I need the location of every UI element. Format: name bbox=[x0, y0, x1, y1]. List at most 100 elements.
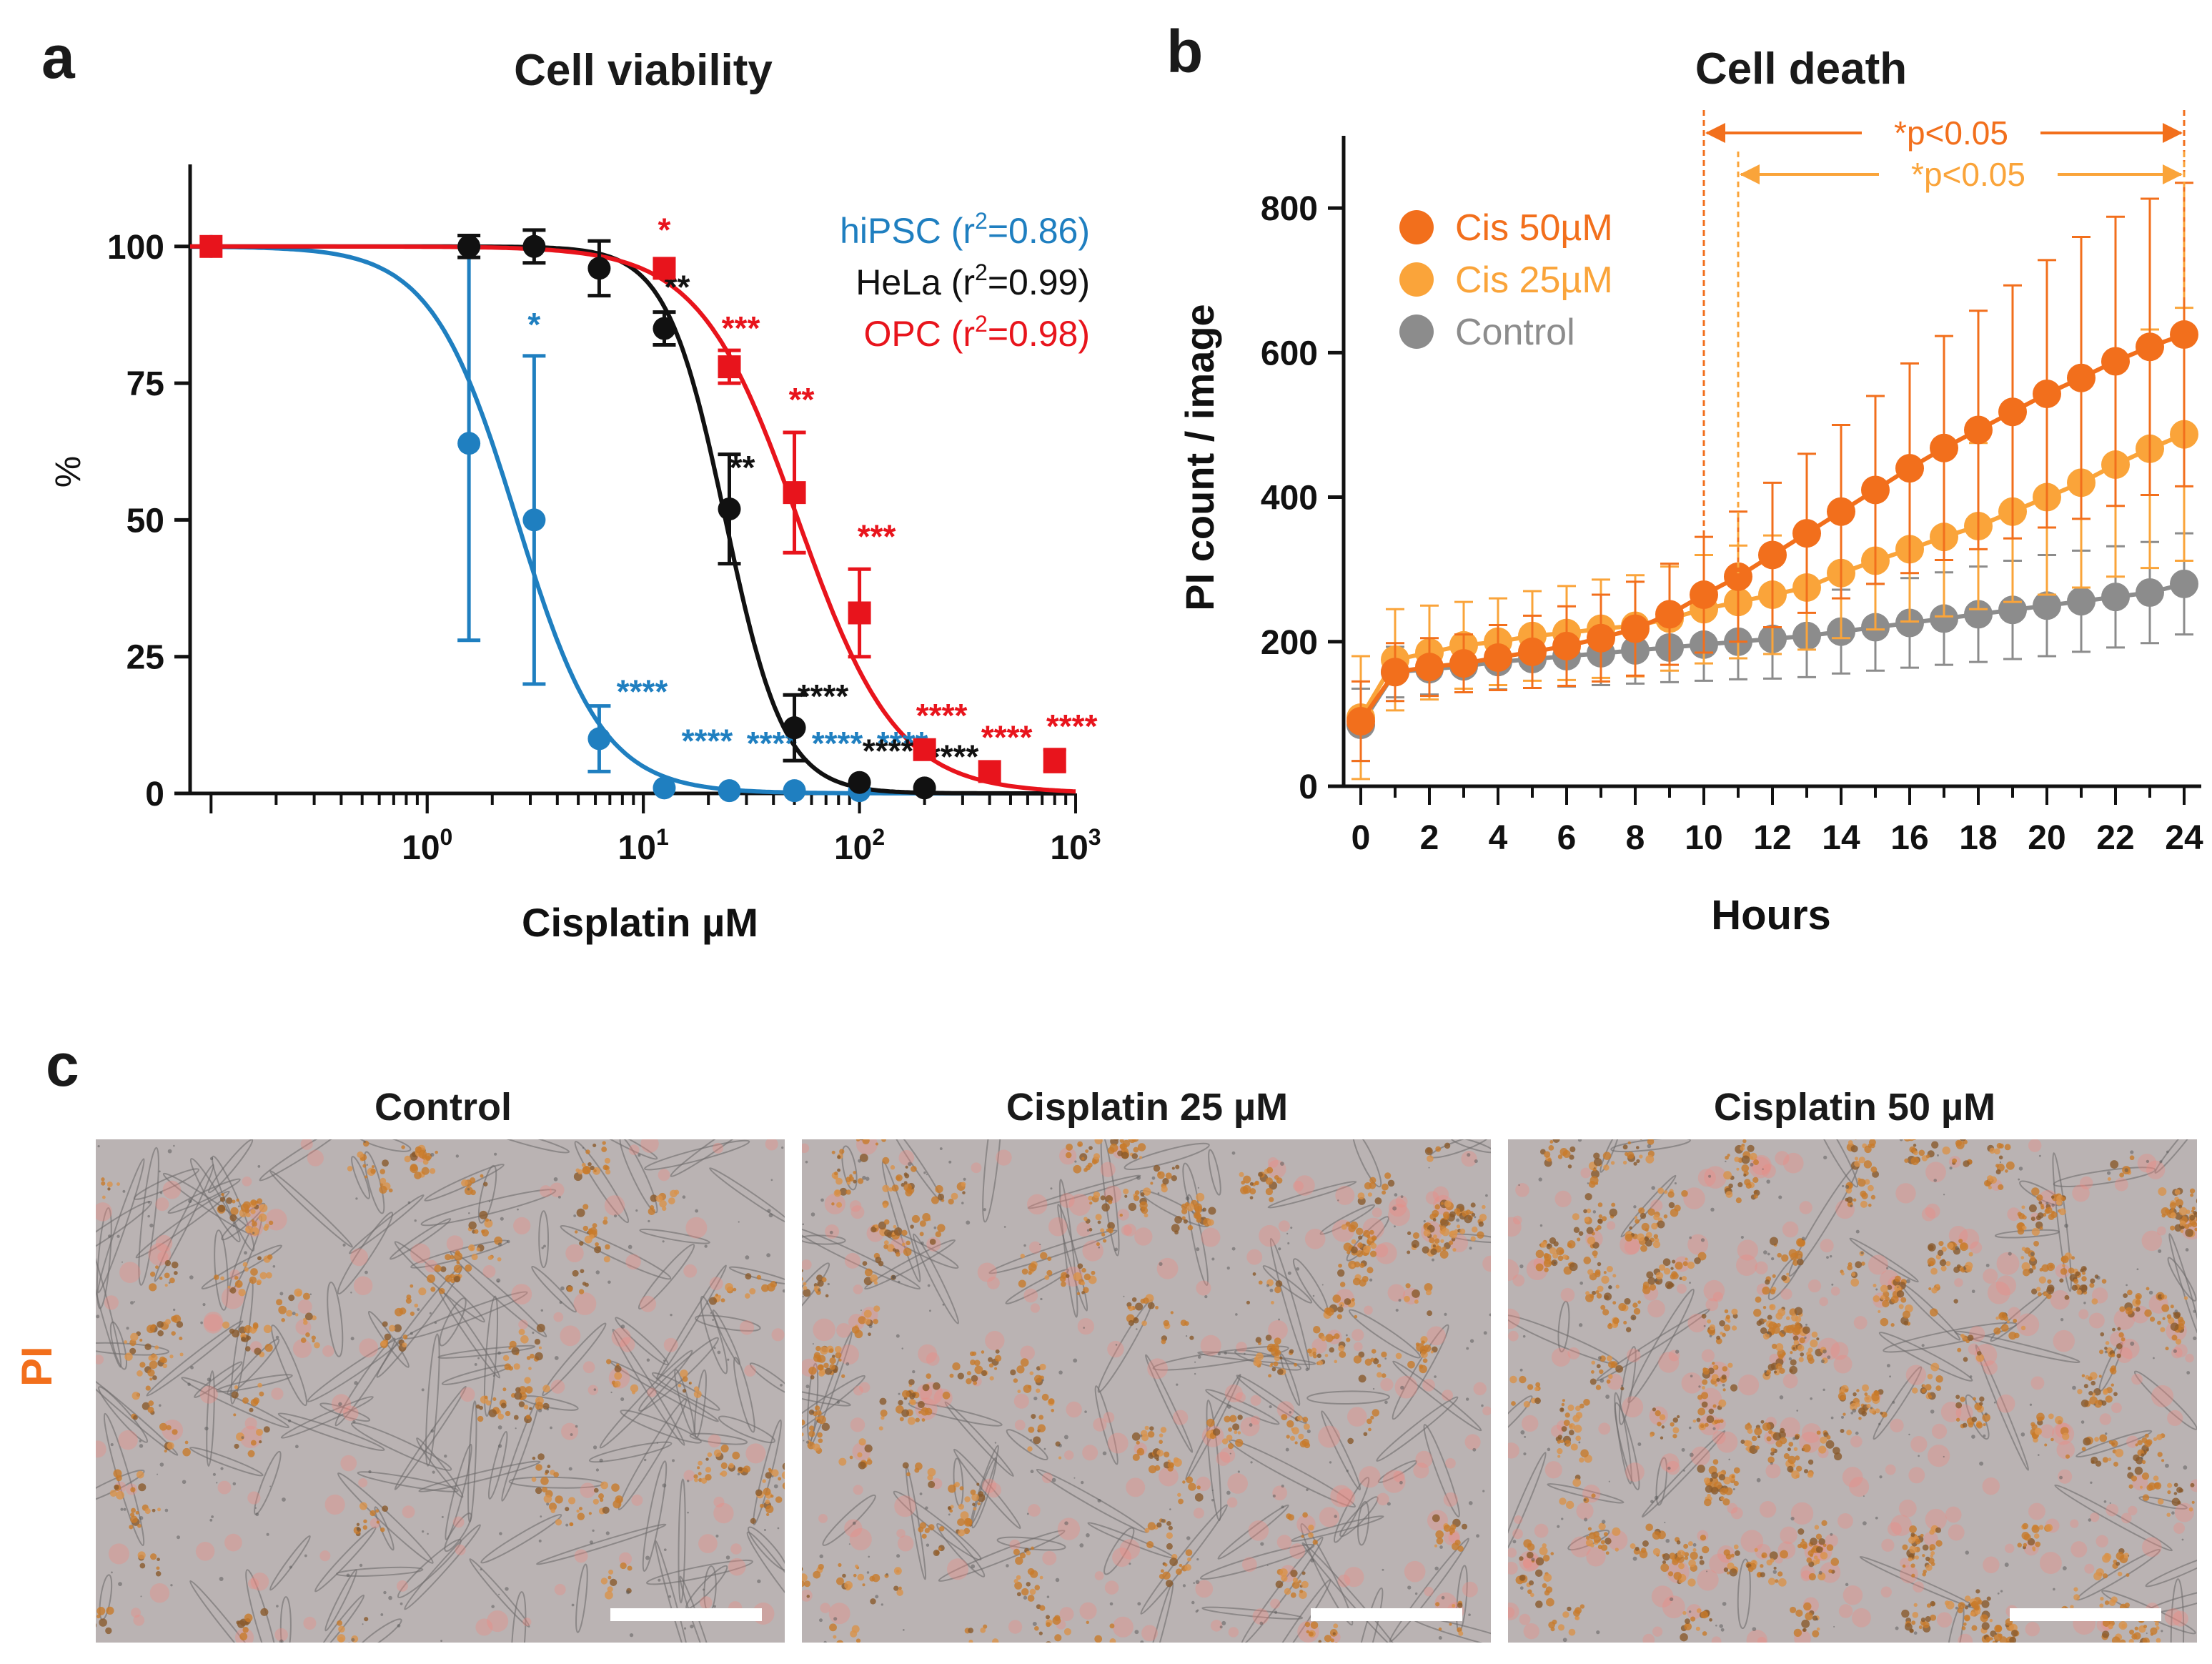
cell-outline bbox=[747, 1526, 785, 1571]
x-tick-label: 10 bbox=[1685, 819, 1722, 857]
dead-cell-granule bbox=[240, 1337, 247, 1342]
dead-cell-granule bbox=[882, 1184, 890, 1192]
debris bbox=[927, 1284, 931, 1287]
dead-cell-granule bbox=[1370, 1242, 1377, 1249]
dead-cell-granule bbox=[1697, 1395, 1703, 1400]
dead-cell-granule bbox=[614, 1380, 621, 1387]
dead-cell-granule bbox=[1720, 1496, 1725, 1501]
dead-cell-granule bbox=[1077, 1263, 1083, 1269]
dead-cell-granule bbox=[1667, 1191, 1675, 1198]
dead-cell-granule bbox=[1692, 1419, 1697, 1423]
dead-cell-granule bbox=[1119, 1139, 1124, 1144]
debris bbox=[994, 1442, 997, 1444]
debris bbox=[1219, 1625, 1223, 1629]
dead-cell-granule bbox=[898, 1400, 903, 1406]
pi-glow bbox=[986, 1482, 1001, 1498]
dead-cell-granule bbox=[1351, 1298, 1355, 1302]
dead-cell-granule bbox=[2081, 1447, 2086, 1452]
cell-outline bbox=[2053, 1167, 2156, 1188]
dead-cell-granule bbox=[705, 1467, 712, 1473]
pi-glow bbox=[1335, 1185, 1355, 1205]
debris bbox=[1064, 1521, 1068, 1525]
dead-cell-granule bbox=[1083, 1273, 1091, 1281]
pi-glow bbox=[1482, 1255, 1491, 1272]
dead-cell-granule bbox=[576, 1509, 580, 1513]
dead-cell-granule bbox=[2168, 1317, 2175, 1324]
debris bbox=[707, 1303, 709, 1305]
dead-cell-granule bbox=[1100, 1228, 1105, 1233]
debris bbox=[1046, 1595, 1050, 1598]
dead-cell-granule bbox=[2117, 1327, 2121, 1331]
dead-cell-granule bbox=[1279, 1356, 1283, 1360]
debris bbox=[710, 1312, 713, 1314]
dead-cell-granule bbox=[648, 1207, 655, 1215]
dead-cell-granule bbox=[921, 1533, 927, 1539]
dead-cell-granule bbox=[1816, 1430, 1821, 1435]
debris bbox=[237, 1205, 240, 1208]
debris bbox=[2004, 1563, 2009, 1568]
dead-cell-granule bbox=[242, 1262, 248, 1267]
dead-cell-granule bbox=[1449, 1230, 1458, 1239]
dead-cell-granule bbox=[1031, 1546, 1034, 1550]
pi-glow bbox=[1890, 1515, 1913, 1536]
dead-cell-granule bbox=[1457, 1224, 1461, 1229]
dead-cell-granule bbox=[2033, 1533, 2040, 1539]
dead-cell-granule bbox=[476, 1247, 481, 1252]
debris bbox=[202, 1303, 206, 1307]
dead-cell-granule bbox=[528, 1367, 532, 1370]
dead-cell-granule bbox=[230, 1207, 239, 1216]
panel-label-b: b bbox=[1166, 18, 1204, 85]
debris bbox=[687, 1511, 689, 1514]
debris bbox=[575, 1425, 578, 1428]
dead-cell-granule bbox=[1171, 1167, 1175, 1170]
cell-outline bbox=[1456, 1565, 1468, 1633]
dead-cell-granule bbox=[1880, 1317, 1889, 1327]
cell-outline bbox=[1423, 1424, 1460, 1517]
dead-cell-granule bbox=[817, 1415, 826, 1425]
cell-outline bbox=[1321, 1410, 1362, 1491]
dead-cell-granule bbox=[1818, 1445, 1827, 1454]
pi-glow bbox=[1147, 1358, 1168, 1380]
dead-cell-granule bbox=[1334, 1360, 1338, 1364]
dead-cell-granule bbox=[1435, 1146, 1442, 1152]
debris bbox=[1577, 1139, 1582, 1142]
pi-glow bbox=[818, 1513, 828, 1523]
dead-cell-granule bbox=[2134, 1466, 2143, 1475]
pi-glow bbox=[1885, 1464, 1896, 1475]
Control-data-point bbox=[2170, 569, 2198, 598]
dead-cell-granule bbox=[1735, 1197, 1742, 1204]
cell-outline bbox=[425, 1333, 440, 1467]
dead-cell-granule bbox=[1925, 1556, 1930, 1561]
dead-cell-granule bbox=[1902, 1544, 1908, 1550]
dead-cell-granule bbox=[1566, 1500, 1574, 1510]
dead-cell-granule bbox=[778, 1477, 782, 1481]
dead-cell-granule bbox=[1026, 1550, 1031, 1556]
dead-cell-granule bbox=[2005, 1161, 2015, 1170]
pi-glow bbox=[1063, 1450, 1074, 1460]
dead-cell-granule bbox=[1592, 1290, 1597, 1295]
debris bbox=[1579, 1281, 1584, 1285]
dead-cell-granule bbox=[147, 1324, 155, 1334]
dead-cell-granule bbox=[1820, 1552, 1828, 1560]
dead-cell-granule bbox=[364, 1617, 369, 1622]
dead-cell-granule bbox=[829, 1364, 835, 1370]
dead-cell-granule bbox=[1173, 1457, 1179, 1463]
dead-cell-granule bbox=[1981, 1622, 1990, 1630]
dead-cell-granule bbox=[220, 1276, 225, 1281]
y-axis-label: PI count / image bbox=[1177, 304, 1222, 610]
dead-cell-granule bbox=[1770, 1237, 1778, 1246]
dead-cell-granule bbox=[1870, 1166, 1878, 1173]
dead-cell-granule bbox=[1134, 1190, 1140, 1195]
debris bbox=[629, 1633, 634, 1638]
dead-cell-granule bbox=[1807, 1472, 1814, 1478]
dead-cell-granule bbox=[1355, 1227, 1364, 1235]
dead-cell-granule bbox=[578, 1507, 583, 1511]
micrograph-control bbox=[96, 1139, 785, 1643]
pi-glow bbox=[487, 1610, 509, 1633]
dead-cell-granule bbox=[1341, 1224, 1347, 1230]
debris bbox=[1965, 1550, 1970, 1555]
debris bbox=[159, 1170, 161, 1173]
dead-cell-granule bbox=[957, 1372, 964, 1380]
dead-cell-granule bbox=[1635, 1219, 1640, 1224]
dead-cell-granule bbox=[1640, 1139, 1642, 1140]
